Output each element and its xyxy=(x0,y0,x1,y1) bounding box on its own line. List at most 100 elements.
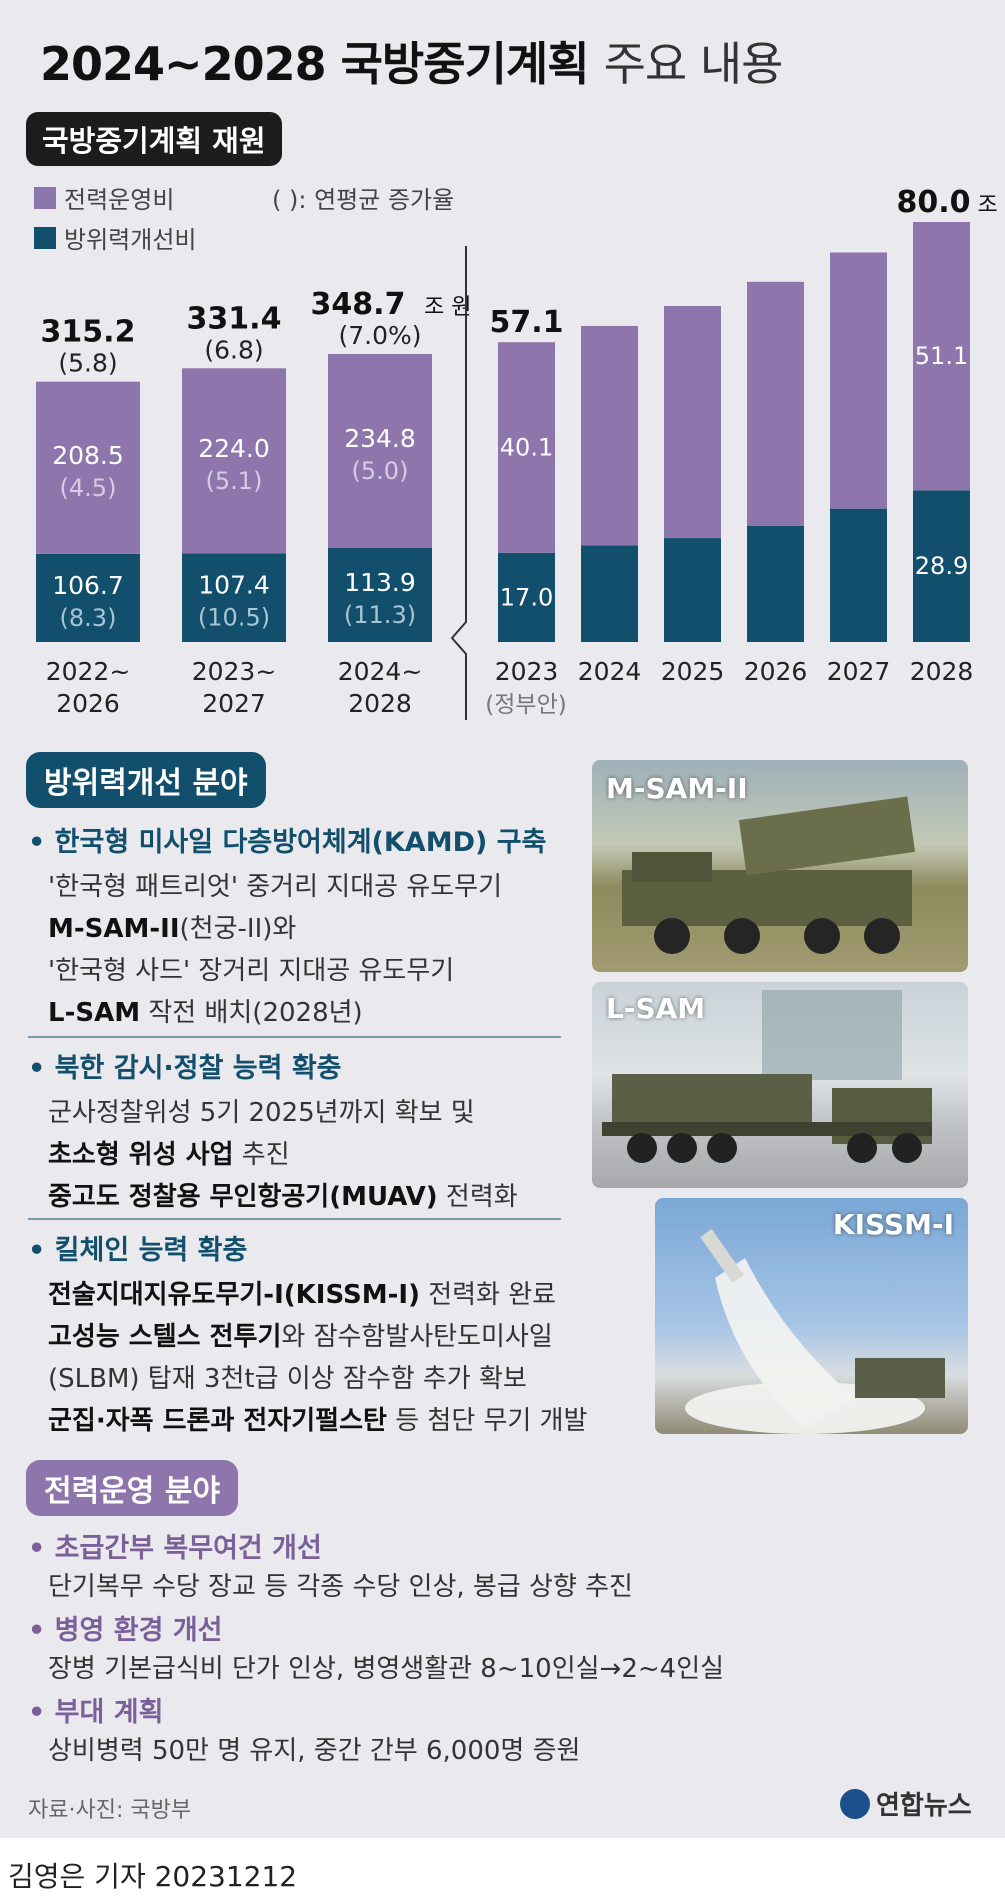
ops-item-line: 단기복무 수당 장교 등 각종 수당 인상, 봉급 상향 추진 xyxy=(48,1572,633,1602)
improve-value-label: 107.4 xyxy=(198,571,270,600)
bar-ops xyxy=(747,281,804,526)
bar-improve xyxy=(830,508,887,642)
msam-launcher-icon xyxy=(622,796,916,954)
bar-improve xyxy=(913,490,970,642)
bar-ops xyxy=(581,325,638,546)
improve-item-heading: • 킬체인 능력 확충 xyxy=(28,1235,248,1266)
improve-value-label: 113.9 xyxy=(344,568,416,597)
bar-ops xyxy=(328,354,432,548)
lsam-launcher-icon xyxy=(602,990,932,1163)
total-label: 331.4 xyxy=(187,301,282,336)
bar-improve xyxy=(581,545,638,642)
improve-value-label: 106.7 xyxy=(52,571,124,600)
x-tick-label: 2022~ xyxy=(46,657,131,686)
yonhap-logo-icon xyxy=(840,1788,870,1819)
improve-item-line: (SLBM) 탑재 3천t급 이상 잠수함 추가 확보 xyxy=(48,1364,527,1394)
legend-improve-label: 방위력개선비 xyxy=(64,226,197,254)
source-note: 자료·사진: 국방부 xyxy=(28,1798,192,1823)
improve-value-label: 17.0 xyxy=(500,583,553,611)
improve-item-line: 군집·자폭 드론과 전자기펄스탄 등 첨단 무기 개발 xyxy=(48,1406,588,1436)
msam-photo: M-SAM-II xyxy=(592,760,968,972)
msam-label: M-SAM-II xyxy=(606,772,748,805)
ops-value-label: 208.5 xyxy=(52,441,124,470)
bar-improve xyxy=(36,553,140,642)
bar-ops xyxy=(664,306,721,539)
total-growth-label: (6.8) xyxy=(204,335,263,364)
byline: 김영은 기자 20231212 xyxy=(8,1860,298,1893)
section-divider xyxy=(28,1218,561,1220)
ops-item-heading: • 부대 계획 xyxy=(28,1697,164,1728)
ops-growth-label: (4.5) xyxy=(60,474,117,502)
x-tick-label: 2028 xyxy=(348,689,412,718)
page-title: 2024~2028 국방중기계획 주요 내용 xyxy=(40,28,784,94)
bar-ops xyxy=(182,368,286,554)
ops-item-heading: • 병영 환경 개선 xyxy=(28,1615,223,1646)
legend-ops-label: 전력운영비 xyxy=(64,186,175,214)
total-label: 315.2 xyxy=(41,315,136,350)
improve-item-line: '한국형 패트리엇' 중거리 지대공 유도무기 xyxy=(48,872,502,902)
ops-value-label: 234.8 xyxy=(344,424,416,453)
x-tick-label: 2028 xyxy=(910,657,974,686)
kissm-missile-icon xyxy=(685,1229,945,1434)
ops-section-chip: 전력운영 분야 xyxy=(26,1460,239,1516)
bar-improve xyxy=(664,538,721,642)
ops-item-line: 상비병력 50만 명 유지, 중간 간부 6,000명 증원 xyxy=(48,1736,581,1766)
improve-growth-label: (8.3) xyxy=(60,604,117,632)
bar-ops xyxy=(498,342,555,553)
lsam-photo: L-SAM xyxy=(592,982,968,1188)
x-tick-label: 2024 xyxy=(578,657,642,686)
improve-item-line: 고성능 스텔스 전투기와 잠수함발사탄도미사일 xyxy=(48,1322,553,1352)
total-growth-label: (5.8) xyxy=(58,349,117,378)
improve-section-chip: 방위력개선 분야 xyxy=(26,752,266,808)
ops-value-label: 224.0 xyxy=(198,434,270,463)
legend-improve-swatch xyxy=(34,226,56,249)
budget-chart: 208.5 (4.5) 106.7 (8.3) 315.2(5.8) 2022~ 2026 2… xyxy=(36,185,1005,720)
improve-item-line: 군사정찰위성 5기 2025년까지 확보 및 xyxy=(48,1098,475,1128)
bar-ops xyxy=(913,222,970,491)
total-label: 348.7 xyxy=(311,287,406,322)
chart-separator xyxy=(450,246,467,720)
total-growth-label: (7.0%) xyxy=(338,321,421,350)
title-sub: 주요 내용 xyxy=(603,37,784,91)
ops-item-line: 장병 기본급식비 단가 인상, 병영생활관 8~10인실→2~4인실 xyxy=(48,1654,725,1684)
x-tick-label: 2025 xyxy=(661,657,725,686)
bar-improve xyxy=(328,547,432,642)
ops-value-label: 51.1 xyxy=(915,342,968,370)
logo-text: 연합뉴스 xyxy=(876,1791,972,1821)
yonhap-logo: 연합뉴스 xyxy=(840,1785,972,1822)
kissm-photo: KISSM-I xyxy=(655,1198,968,1434)
x-tick-label: 2027 xyxy=(202,689,266,718)
unit-label: 조 원 xyxy=(424,295,471,320)
improve-item-line: M-SAM-II(천궁-II)와 xyxy=(48,914,297,944)
improve-item-line: 초소형 위성 사업 추진 xyxy=(48,1140,290,1170)
ops-growth-label: (5.0) xyxy=(352,457,409,485)
x-tick-label: 2023 xyxy=(495,657,559,686)
infographic-card: 2024~2028 국방중기계획 주요 내용 국방중기계획 재원 전력운영비 방… xyxy=(0,0,1005,1838)
improve-item-line: 중고도 정찰용 무인항공기(MUAV) 전력화 xyxy=(48,1182,518,1212)
budget-chip: 국방중기계획 재원 xyxy=(26,112,282,166)
ops-item-heading: • 초급간부 복무여건 개선 xyxy=(28,1533,322,1564)
x-tick-label: 2026 xyxy=(744,657,808,686)
improve-growth-label: (11.3) xyxy=(344,601,416,629)
bar-improve xyxy=(182,553,286,642)
improve-growth-label: (10.5) xyxy=(198,604,270,632)
legend-note: ( ): 연평균 증가율 xyxy=(272,186,455,214)
x-tick-label: 2026 xyxy=(56,689,120,718)
bar-improve xyxy=(498,552,555,642)
x-tick-note: (정부안) xyxy=(485,692,566,718)
improve-item-heading: • 북한 감시·정찰 능력 확충 xyxy=(28,1053,342,1084)
legend-improve: 방위력개선비 xyxy=(34,220,196,255)
x-tick-label: 2023~ xyxy=(192,657,277,686)
legend-ops: 전력운영비 xyxy=(34,180,174,215)
improve-value-label: 28.9 xyxy=(915,552,968,580)
bar-ops xyxy=(36,381,140,554)
improve-item-line: L-SAM 작전 배치(2028년) xyxy=(48,998,363,1028)
improve-item-heading: • 한국형 미사일 다층방어체계(KAMD) 구축 xyxy=(28,827,547,858)
section-divider xyxy=(28,1036,561,1038)
ops-growth-label: (5.1) xyxy=(206,467,263,495)
lsam-label: L-SAM xyxy=(606,992,706,1025)
x-tick-label: 2027 xyxy=(827,657,891,686)
total-label: 57.1 xyxy=(489,305,563,340)
ops-value-label: 40.1 xyxy=(500,433,553,461)
kissm-label: KISSM-I xyxy=(832,1208,954,1241)
